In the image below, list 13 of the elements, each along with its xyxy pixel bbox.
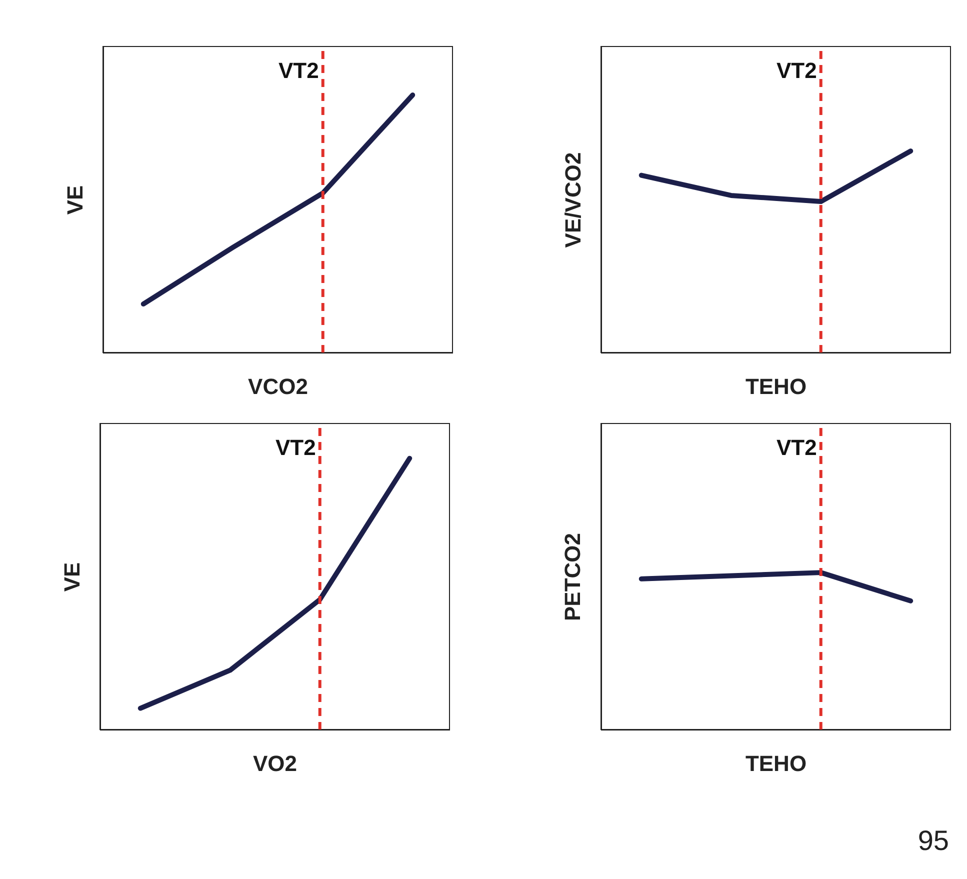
text: 95 (918, 825, 949, 857)
text: VT2 (776, 58, 817, 83)
y-axis-title: VE (62, 184, 88, 214)
x-axis-title: TEHO (745, 374, 807, 399)
x-axis-title: TEHO (745, 751, 807, 776)
x-axis-title: VO2 (252, 751, 298, 776)
annotation: VT2 (276, 435, 316, 460)
y-axis-title: PETCO2 (560, 532, 586, 621)
text: VT2 (278, 58, 319, 83)
text: VT2 (776, 435, 817, 460)
x-axis-title: VCO2 (248, 374, 308, 399)
y-axis-title: VE (59, 562, 86, 592)
y-axis-title: VE/VCO2 (560, 152, 586, 248)
